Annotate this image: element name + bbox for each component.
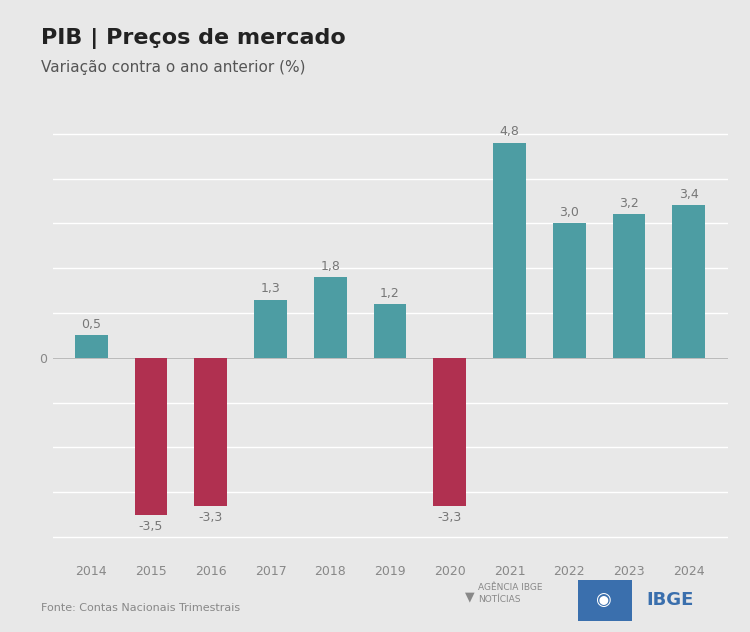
Text: 0,5: 0,5 — [81, 318, 101, 331]
Text: 3,2: 3,2 — [619, 197, 639, 210]
Bar — [194, 358, 227, 506]
Bar — [75, 336, 108, 358]
Bar — [254, 300, 287, 358]
Text: 4,8: 4,8 — [500, 125, 520, 138]
Bar — [672, 205, 705, 358]
Bar — [314, 277, 346, 358]
Bar — [553, 223, 586, 358]
Text: 1,3: 1,3 — [261, 282, 280, 295]
Text: -3,3: -3,3 — [437, 511, 462, 524]
Bar — [374, 304, 406, 358]
Bar — [135, 358, 167, 514]
Text: IBGE: IBGE — [646, 591, 694, 609]
Text: AGÊNCIA IBGE
NOTÍCIAS: AGÊNCIA IBGE NOTÍCIAS — [478, 583, 543, 604]
Text: -3,3: -3,3 — [199, 511, 223, 524]
Text: 1,8: 1,8 — [320, 260, 340, 272]
Text: ▼: ▼ — [465, 590, 475, 604]
Bar — [613, 214, 645, 358]
Text: Variação contra o ano anterior (%): Variação contra o ano anterior (%) — [41, 60, 306, 75]
Text: 1,2: 1,2 — [380, 286, 400, 300]
Bar — [493, 143, 526, 358]
Text: Fonte: Contas Nacionais Trimestrais: Fonte: Contas Nacionais Trimestrais — [41, 603, 240, 613]
Text: 3,4: 3,4 — [679, 188, 698, 201]
Text: ◉: ◉ — [596, 591, 611, 609]
Text: -3,5: -3,5 — [139, 520, 164, 533]
Text: 3,0: 3,0 — [560, 206, 579, 219]
Bar — [433, 358, 466, 506]
Text: PIB | Preços de mercado: PIB | Preços de mercado — [41, 28, 346, 49]
Bar — [578, 580, 632, 621]
